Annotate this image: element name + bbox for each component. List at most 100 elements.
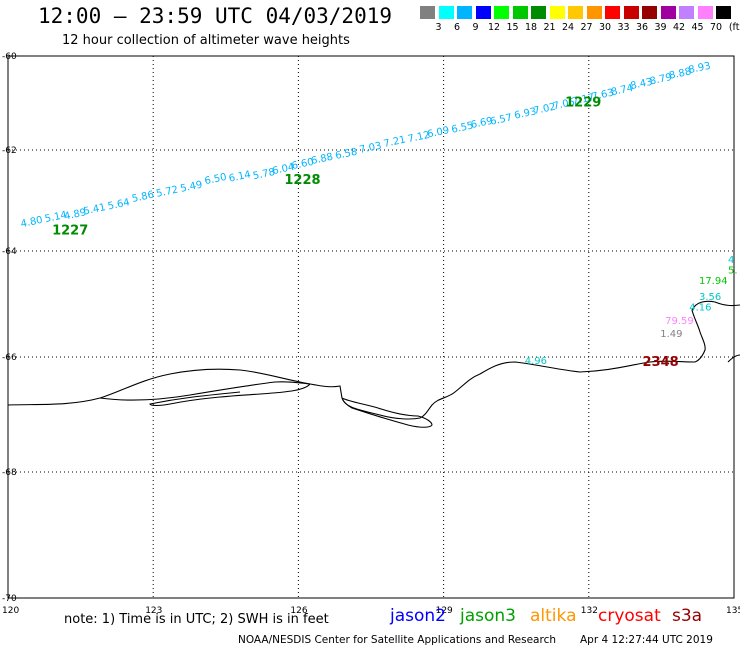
jason-track: 4.80 5.144.895.41 5.64 5.86 5.72 5.49 6.50 6.14… <box>20 61 712 230</box>
colorbar-label: 70 <box>709 22 723 33</box>
satellite-legend-cryosat: cryosat <box>598 606 661 626</box>
colorbar-label: 24 <box>561 22 575 33</box>
colorbar-label: 39 <box>654 22 667 33</box>
colorbar-label: 33 <box>617 22 630 33</box>
footer-timestamp: Apr 4 12:27:44 UTC 2019 <box>580 634 713 646</box>
swh-track-value: 8.88 <box>668 66 692 81</box>
longitude-tick-label: 132 <box>581 606 598 616</box>
colorbar-label: 45 <box>691 22 704 33</box>
swh-track-value: 7.17 <box>571 92 595 107</box>
swh-track-value: 6.60 <box>291 157 315 172</box>
colorbar-label: 3 <box>435 22 442 33</box>
swh-track-value: 7.03 <box>358 141 382 156</box>
coastline-path <box>7 300 740 420</box>
swh-coastal-value: 79.59 <box>665 316 694 327</box>
colorbar-swatch <box>697 6 713 19</box>
swh-track-value: 5.14 <box>44 210 68 225</box>
colorbar-swatch <box>457 6 472 19</box>
satellite-legend-jason2: jason2 <box>390 606 446 626</box>
swh-coastal-value: 5. <box>728 266 738 277</box>
colorbar-swatch <box>494 6 509 19</box>
colorbar-swatch <box>642 6 657 19</box>
pass-time-label: 1229 <box>565 96 601 111</box>
swh-coastal-value: 4.16 <box>689 303 711 314</box>
colorbar-label: 36 <box>635 22 649 33</box>
latitude-tick-label: -68 <box>2 468 17 478</box>
colorbar-swatch <box>475 6 491 19</box>
swh-track-value: 6.50 <box>204 172 228 187</box>
satellite-legend-jason3: jason3 <box>460 606 516 626</box>
coastline-east-path <box>727 354 740 363</box>
latitude-tick-label: -62 <box>2 146 17 156</box>
map-title: 12:00 – 23:59 UTC 04/03/2019 <box>38 4 393 28</box>
swh-track-value: 5.64 <box>107 197 131 212</box>
colorbar-label: 27 <box>580 22 593 33</box>
swh-track-value: 5.41 <box>83 202 107 217</box>
footer-note: note: 1) Time is in UTC; 2) SWH is in fe… <box>64 612 329 627</box>
longitude-tick-label: 129 <box>436 606 453 616</box>
swh-coastal-value: 1.49 <box>660 329 682 340</box>
swh-track-value: 7.12 <box>407 130 431 145</box>
coastline-bay-path <box>341 397 433 428</box>
swh-coastal-value: 17.94 <box>699 276 728 287</box>
colorbar-label: 12 <box>487 22 501 33</box>
pass-time-labels: 1227 1228 1229 2348 <box>52 96 679 370</box>
swh-track-value: 8.79 <box>649 72 673 87</box>
pass-time-label: 2348 <box>643 355 679 370</box>
footer-credit: NOAA/NESDIS Center for Satellite Applica… <box>238 634 556 646</box>
map-subtitle: 12 hour collection of altimeter wave hei… <box>62 33 350 48</box>
colorbar-swatch <box>679 6 694 19</box>
latitude-tick-label: -64 <box>2 247 17 257</box>
colorbar-label: 42 <box>672 22 686 33</box>
swh-track-value: 8.43 <box>630 77 654 92</box>
swh-track-value: 6.69 <box>470 116 494 131</box>
longitude-tick-label: 135 <box>726 606 740 616</box>
swh-track-value: 6.04 <box>271 162 295 177</box>
latitude-tick-label: -60 <box>2 52 17 62</box>
longitude-tick-label: 120 <box>2 606 19 616</box>
swh-track-value: 6.57 <box>489 112 513 127</box>
swh-track-value: 4.80 <box>20 215 44 230</box>
swh-track-value: 6.55 <box>450 120 474 135</box>
swh-track-value: 6.93 <box>513 106 537 121</box>
swh-coastal-value: 4 <box>728 255 734 266</box>
swh-track-value: 6.14 <box>228 169 252 184</box>
colorbar-swatch <box>623 6 639 19</box>
colorbar-label: 18 <box>524 22 538 33</box>
longitude-tick-label: 126 <box>290 606 307 616</box>
colorbar-swatch <box>716 6 731 19</box>
swh-track-value: 5.49 <box>179 179 203 194</box>
colorbar-unit: (ft) <box>728 22 740 33</box>
swh-track-value: 6.09 <box>426 125 450 140</box>
swh-track-value: 8.93 <box>688 61 712 76</box>
colorbar-label: 21 <box>543 22 556 33</box>
axis-tick-labels: -60 -62 -64 -66 -68 -70 120 123 126 129 132 135 <box>2 52 740 616</box>
latitude-tick-label: -66 <box>2 353 17 363</box>
satellite-legend-s3a: s3a <box>672 606 703 626</box>
colorbar-swatch <box>512 6 528 19</box>
swh-track-value: 5.72 <box>155 184 179 199</box>
swh-track-value: 6.58 <box>334 147 358 162</box>
pass-time-label: 1227 <box>52 223 88 238</box>
swh-track-value: 5.78 <box>252 167 276 182</box>
colorbar-label: 30 <box>598 22 612 33</box>
satellite-legend-altika: altika <box>530 606 577 626</box>
colorbar-label: 6 <box>453 22 461 33</box>
map-frame <box>7 55 735 599</box>
swh-track-value: 6.88 <box>310 152 334 167</box>
swh-track-value: 5.86 <box>131 190 155 205</box>
colorbar-label: 15 <box>506 22 519 33</box>
colorbar-swatch <box>605 6 620 19</box>
swh-coastal-value: 3.56 <box>699 292 721 303</box>
colorbar-swatch <box>531 6 546 19</box>
latitude-tick-label: -70 <box>2 594 17 604</box>
swh-track-value: 4.89 <box>63 207 87 222</box>
colorbar-swatch <box>438 6 454 19</box>
colorbar-swatch <box>586 6 602 19</box>
colorbar-swatch <box>568 6 583 19</box>
map-grid <box>8 56 734 598</box>
swh-track-value: 7.21 <box>383 134 407 149</box>
longitude-tick-label: 123 <box>145 606 162 616</box>
swh-track-value: 7.05 <box>552 97 576 112</box>
